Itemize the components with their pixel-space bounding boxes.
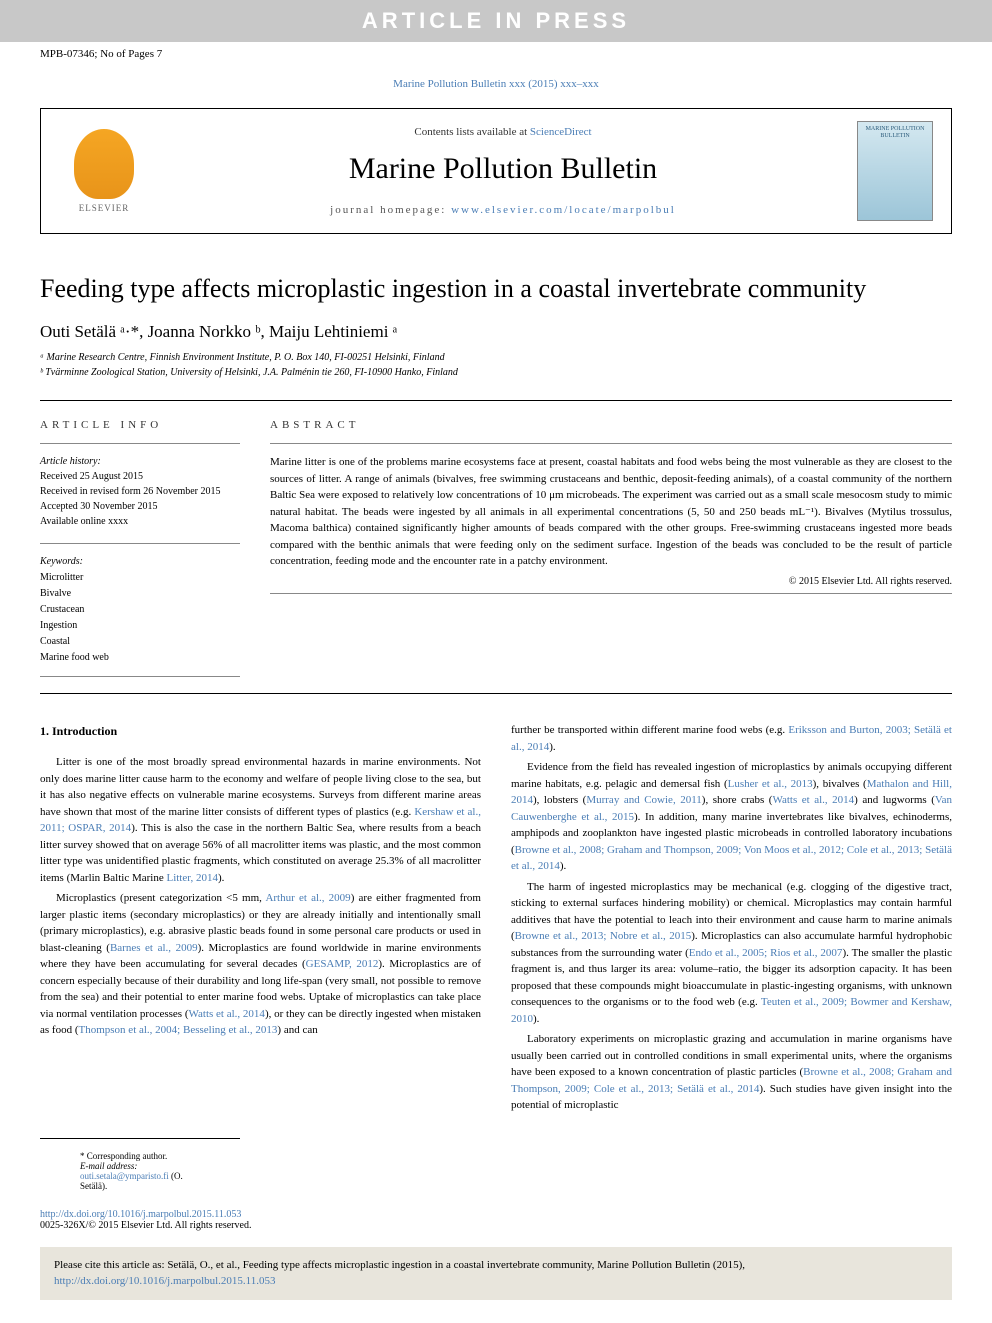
body-text: ), bivalves ( <box>813 778 867 790</box>
elsevier-tree-icon <box>74 129 134 199</box>
citation-link[interactable]: Browne et al., 2013; Nobre et al., 2015 <box>515 930 692 942</box>
email-label: E-mail address: <box>80 1161 137 1171</box>
divider <box>40 443 240 444</box>
body-paragraph: Litter is one of the most broadly spread… <box>40 754 481 886</box>
sciencedirect-link[interactable]: ScienceDirect <box>530 126 592 138</box>
keyword: Crustacean <box>40 604 84 615</box>
doi-block: http://dx.doi.org/10.1016/j.marpolbul.20… <box>0 1195 992 1237</box>
keyword: Microlitter <box>40 572 83 583</box>
citation-link[interactable]: Barnes et al., 2009 <box>110 942 198 954</box>
contents-prefix: Contents lists available at <box>414 126 529 138</box>
doc-id: MPB-07346; No of Pages 7 <box>0 42 992 66</box>
divider <box>270 593 952 594</box>
citation-link[interactable]: Litter, 2014 <box>166 872 218 884</box>
journal-name: Marine Pollution Bulletin <box>149 152 857 186</box>
article-history: Article history: Received 25 August 2015… <box>40 454 240 529</box>
abstract-label: ABSTRACT <box>270 419 952 431</box>
divider <box>40 676 240 677</box>
abstract-text: Marine litter is one of the problems mar… <box>270 454 952 570</box>
doi-link[interactable]: http://dx.doi.org/10.1016/j.marpolbul.20… <box>40 1209 241 1220</box>
body-text: ), shore crabs ( <box>702 794 773 806</box>
keyword: Ingestion <box>40 620 77 631</box>
homepage-line: journal homepage: www.elsevier.com/locat… <box>149 204 857 216</box>
citation-link[interactable]: Endo et al., 2005; Rios et al., 2007 <box>689 947 843 959</box>
body-text: ). <box>560 860 566 872</box>
article-info-label: ARTICLE INFO <box>40 419 240 431</box>
body-paragraph: The harm of ingested microplastics may b… <box>511 879 952 1028</box>
keywords-block: Keywords: Microlitter Bivalve Crustacean… <box>40 554 240 666</box>
body-text: ) and can <box>277 1024 317 1036</box>
homepage-link[interactable]: www.elsevier.com/locate/marpolbul <box>451 204 676 216</box>
journal-reference: Marine Pollution Bulletin xxx (2015) xxx… <box>0 66 992 108</box>
cite-text: Please cite this article as: Setälä, O.,… <box>54 1259 745 1271</box>
affiliation-b: ᵇ Tvärminne Zoological Station, Universi… <box>0 365 992 380</box>
elsevier-label: ELSEVIER <box>79 203 130 213</box>
keywords-label: Keywords: <box>40 556 83 567</box>
header-center: Contents lists available at ScienceDirec… <box>149 126 857 216</box>
info-abstract-row: ARTICLE INFO Article history: Received 2… <box>0 401 992 677</box>
corresp-star: * Corresponding author. <box>80 1151 167 1161</box>
cover-title: MARINE POLLUTION BULLETIN <box>858 122 932 140</box>
citation-link[interactable]: Arthur et al., 2009 <box>265 892 350 904</box>
citation-link[interactable]: GESAMP, 2012 <box>306 958 379 970</box>
article-title: Feeding type affects microplastic ingest… <box>0 234 992 322</box>
body-paragraph: Evidence from the field has revealed ing… <box>511 759 952 875</box>
body-paragraph: Laboratory experiments on microplastic g… <box>511 1031 952 1114</box>
citation-link[interactable]: Thompson et al., 2004; Besseling et al.,… <box>79 1024 278 1036</box>
history-received: Received 25 August 2015 <box>40 471 143 482</box>
issn-copyright: 0025-326X/© 2015 Elsevier Ltd. All right… <box>40 1220 251 1231</box>
citation-link[interactable]: Lusher et al., 2013 <box>728 778 813 790</box>
history-accepted: Accepted 30 November 2015 <box>40 501 157 512</box>
body-column-left: 1. Introduction Litter is one of the mos… <box>40 722 481 1118</box>
history-revised: Received in revised form 26 November 201… <box>40 486 221 497</box>
article-in-press-banner: ARTICLE IN PRESS <box>0 0 992 42</box>
body-text: Microplastics (present categorization <5… <box>56 892 265 904</box>
body-columns: 1. Introduction Litter is one of the mos… <box>0 694 992 1118</box>
citation-link[interactable]: Murray and Cowie, 2011 <box>586 794 701 806</box>
abstract-copyright: © 2015 Elsevier Ltd. All rights reserved… <box>270 576 952 587</box>
body-text: ) and lugworms ( <box>854 794 935 806</box>
article-info-column: ARTICLE INFO Article history: Received 2… <box>40 401 240 677</box>
history-online: Available online xxxx <box>40 516 128 527</box>
body-paragraph: further be transported within different … <box>511 722 952 755</box>
divider <box>40 543 240 544</box>
citation-link[interactable]: Browne et al., 2008; Graham and Thompson… <box>511 844 952 873</box>
history-label: Article history: <box>40 456 101 467</box>
affiliation-a: ᵃ Marine Research Centre, Finnish Enviro… <box>0 350 992 365</box>
body-column-right: further be transported within different … <box>511 722 952 1118</box>
body-text: ), lobsters ( <box>533 794 586 806</box>
citation-box: Please cite this article as: Setälä, O.,… <box>40 1247 952 1300</box>
cite-doi-link[interactable]: http://dx.doi.org/10.1016/j.marpolbul.20… <box>54 1275 276 1287</box>
authors: Outi Setälä ᵃ·*, Joanna Norkko ᵇ, Maiju … <box>0 322 992 350</box>
journal-cover-thumbnail: MARINE POLLUTION BULLETIN <box>857 121 933 221</box>
homepage-prefix: journal homepage: <box>330 204 451 216</box>
contents-line: Contents lists available at ScienceDirec… <box>149 126 857 138</box>
intro-heading: 1. Introduction <box>40 722 481 740</box>
corresponding-author: * Corresponding author. E-mail address: … <box>40 1138 240 1195</box>
keyword: Bivalve <box>40 588 71 599</box>
body-text: ). <box>549 741 555 753</box>
abstract-column: ABSTRACT Marine litter is one of the pro… <box>270 401 952 677</box>
corresp-email-link[interactable]: outi.setala@ymparisto.fi <box>80 1171 169 1181</box>
body-text: ). <box>218 872 224 884</box>
citation-link[interactable]: Watts et al., 2014 <box>772 794 854 806</box>
citation-link[interactable]: Watts et al., 2014 <box>189 1008 265 1020</box>
body-text: ). <box>533 1013 539 1025</box>
journal-header-box: ELSEVIER Contents lists available at Sci… <box>40 108 952 234</box>
body-paragraph: Microplastics (present categorization <5… <box>40 890 481 1039</box>
body-text: further be transported within different … <box>511 724 788 736</box>
keyword: Coastal <box>40 636 70 647</box>
divider <box>270 443 952 444</box>
elsevier-logo: ELSEVIER <box>59 121 149 221</box>
keyword: Marine food web <box>40 652 109 663</box>
